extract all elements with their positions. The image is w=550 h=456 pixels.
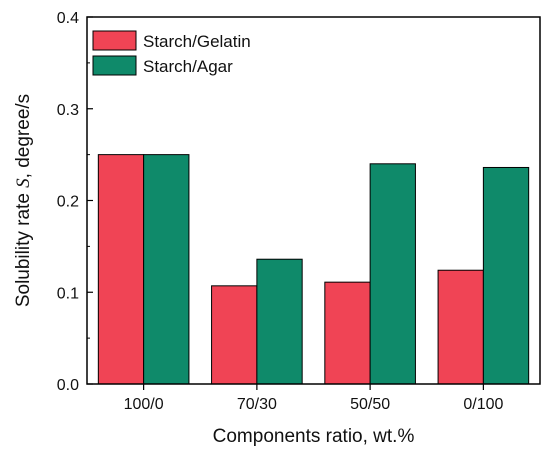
bar-starch-agar-2 <box>369 163 416 385</box>
bar-starch-gelatin-0 <box>97 154 145 385</box>
legend-swatch-starch-agar <box>92 55 137 76</box>
y-axis-title-suffix: , degree/s <box>13 94 34 179</box>
bars <box>97 154 530 385</box>
y-tick-label: 0.1 <box>57 285 79 302</box>
bar-starch-gelatin-3 <box>437 269 484 385</box>
y-axis: 0.0 0.1 0.2 0.3 0.4 <box>57 10 93 394</box>
y-axis-title-symbol: S <box>13 178 34 188</box>
legend-label-starch-gelatin: Starch/Gelatin <box>143 32 251 51</box>
legend-swatch-starch-gelatin <box>92 30 137 51</box>
x-axis: 100/0 70/30 50/50 0/100 <box>124 384 503 413</box>
x-tick-label: 100/0 <box>124 396 164 413</box>
x-tick-label: 70/30 <box>237 396 277 413</box>
x-tick-label: 50/50 <box>350 396 390 413</box>
x-axis-title: Components ratio, wt.% <box>213 426 415 447</box>
y-tick-label: 0.3 <box>57 102 79 119</box>
y-tick-label: 0.4 <box>57 10 79 27</box>
bar-starch-agar-3 <box>482 166 530 385</box>
bar-starch-agar-0 <box>143 154 190 385</box>
y-tick-label: 0.2 <box>57 194 79 211</box>
y-tick-label: 0.0 <box>57 377 79 394</box>
bar-starch-gelatin-2 <box>324 281 371 385</box>
y-axis-title: Solubility rate S, degree/s <box>13 94 34 307</box>
x-tick-label: 0/100 <box>463 396 503 413</box>
bar-starch-agar-1 <box>256 258 303 385</box>
legend-label-starch-agar: Starch/Agar <box>143 57 233 76</box>
y-axis-title-prefix: Solubility rate <box>13 188 34 307</box>
legend: Starch/Gelatin Starch/Agar <box>92 30 251 76</box>
bar-starch-gelatin-1 <box>211 285 258 385</box>
